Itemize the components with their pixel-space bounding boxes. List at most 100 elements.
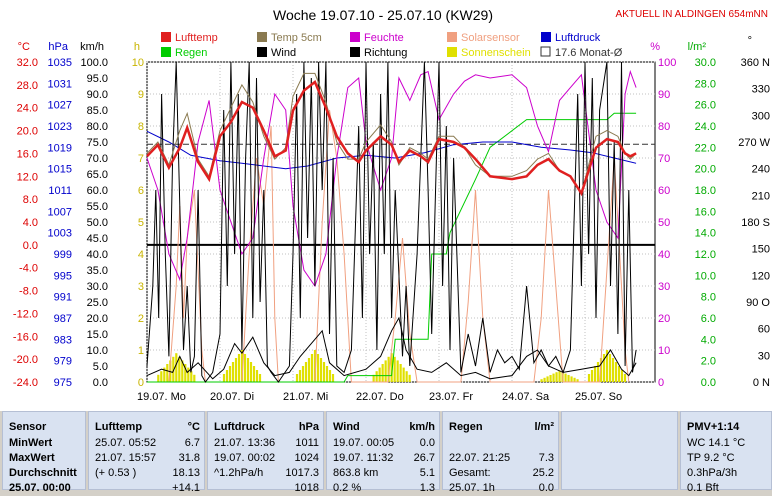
sunshine-bar bbox=[307, 358, 311, 382]
wind-tick: 75.0 bbox=[87, 137, 108, 149]
temp-tick: 8.0 bbox=[23, 194, 38, 206]
sunshine-bar bbox=[193, 374, 196, 382]
humidity-tick: 60 bbox=[658, 185, 670, 197]
luftdruck-avg: ^1.2hPa/h 1017.3 bbox=[214, 467, 319, 479]
blank-column bbox=[561, 411, 678, 490]
lufttemp-column: Lufttemp °C 25.07. 05:52 6.7 21.07. 15:57 3… bbox=[88, 411, 205, 494]
direction-tick: 120 bbox=[752, 270, 770, 282]
pressure-tick: 991 bbox=[54, 292, 72, 304]
wind-tick: 40.0 bbox=[87, 249, 108, 261]
sunshine-bar bbox=[181, 360, 184, 382]
wind-tick: 55.0 bbox=[87, 201, 108, 213]
sunshine-bar bbox=[396, 360, 399, 382]
sunshine-bar bbox=[558, 370, 561, 382]
sun-tick: 0 bbox=[138, 377, 144, 389]
sunshine-bar bbox=[331, 374, 335, 382]
series-direction bbox=[146, 61, 637, 383]
wind-tick: 90.0 bbox=[87, 89, 108, 101]
rain-tick: 24.0 bbox=[695, 121, 716, 133]
sunshine-bar bbox=[175, 353, 178, 382]
legend-label: Sonnenschein bbox=[461, 47, 531, 59]
humidity-tick: 30 bbox=[658, 281, 670, 293]
sunshine-bar bbox=[384, 360, 387, 382]
rain-tick: 14.0 bbox=[695, 228, 716, 240]
humidity-tick: 90 bbox=[658, 89, 670, 101]
sunshine-bar bbox=[228, 366, 232, 382]
sunshine-bar bbox=[543, 377, 546, 382]
chart-legend: Lufttemp Temp 5cm Feuchte Solarsensor Luftdr… bbox=[161, 32, 623, 59]
legend-swatch bbox=[257, 32, 267, 42]
rain-axis-header: l/m² bbox=[688, 41, 707, 53]
sunshine-bar bbox=[304, 362, 308, 382]
x-tick: 24.07. Sa bbox=[502, 391, 550, 403]
temp-tick: 24.0 bbox=[17, 103, 38, 115]
humidity-tick: 10 bbox=[658, 345, 670, 357]
direction-tick: 210 bbox=[752, 190, 770, 202]
regen-max: 22.07. 21:25 7.3 bbox=[449, 452, 554, 464]
sunshine-bar bbox=[576, 379, 579, 382]
legend-label: Wind bbox=[271, 47, 296, 59]
legend-label: Lufttemp bbox=[175, 32, 218, 44]
legend-label: Feuchte bbox=[364, 32, 404, 44]
sunshine-bar bbox=[222, 374, 226, 382]
luftdruck-min: 21.07. 13:36 1011 bbox=[214, 437, 319, 449]
sunshine-bar bbox=[295, 374, 299, 382]
rain-tick: 30.0 bbox=[695, 57, 716, 69]
legend-label: Regen bbox=[175, 47, 207, 59]
series-pressure bbox=[146, 130, 637, 170]
pmv-dewpoint: TP 9.2 °C bbox=[687, 452, 735, 464]
legend-swatch bbox=[161, 47, 171, 57]
luftdruck-current: 1018 bbox=[294, 482, 319, 494]
sunshine-bar bbox=[258, 374, 262, 382]
temp-tick: 28.0 bbox=[17, 80, 38, 92]
legend-swatch bbox=[350, 47, 360, 57]
sunshine-bar bbox=[378, 367, 381, 382]
temp-tick: -8.0 bbox=[19, 286, 38, 298]
sunshine-bar bbox=[243, 354, 247, 382]
temp-tick: 4.0 bbox=[23, 217, 38, 229]
sunshine-bar bbox=[408, 374, 411, 382]
sun-tick: 2 bbox=[138, 313, 144, 325]
lufttemp-current: +14.1 bbox=[172, 482, 200, 494]
humidity-tick: 80 bbox=[658, 121, 670, 133]
sun-tick: 9 bbox=[138, 89, 144, 101]
legend-label: Solarsensor bbox=[461, 32, 520, 44]
pmv-column: PMV+1:14 WC 14.1 °C TP 9.2 °C 0.3hPa/3h … bbox=[680, 411, 772, 494]
humidity-tick: 100 bbox=[658, 57, 676, 69]
wind-avg: 863.8 km 5.1 bbox=[333, 467, 435, 479]
sunshine-bar bbox=[237, 354, 241, 382]
rain-tick: 2.0 bbox=[701, 356, 716, 368]
sunshine-bar bbox=[246, 358, 250, 382]
luftdruck-max: 19.07. 00:02 1024 bbox=[214, 452, 319, 464]
sunshine-bar bbox=[322, 362, 326, 382]
weather-chart: 32.028.024.020.016.012.08.04.00.0-4.0-8.… bbox=[0, 0, 772, 411]
sunshine-bar bbox=[255, 370, 259, 382]
wind-axis-header: km/h bbox=[80, 41, 104, 53]
sunshine-bar bbox=[393, 356, 396, 382]
wind-tick: 60.0 bbox=[87, 185, 108, 197]
sunshine-bar bbox=[172, 356, 175, 382]
x-tick: 22.07. Do bbox=[356, 391, 404, 403]
sunshine-bar bbox=[184, 364, 187, 382]
x-tick: 23.07. Fr bbox=[429, 391, 473, 403]
rain-tick: 10.0 bbox=[695, 270, 716, 282]
sun-tick: 3 bbox=[138, 281, 144, 293]
pressure-tick: 1023 bbox=[48, 121, 72, 133]
pressure-tick: 979 bbox=[54, 356, 72, 368]
sunshine-bar bbox=[593, 366, 597, 382]
pmv-windchill: WC 14.1 °C bbox=[687, 437, 746, 449]
luftdruck-column: Luftdruck hPa 21.07. 13:36 1011 19.07. 00:… bbox=[207, 411, 324, 494]
sunshine-bar bbox=[252, 366, 256, 382]
legend-swatch bbox=[447, 32, 457, 42]
wind-min: 19.07. 00:05 0.0 bbox=[333, 437, 435, 449]
sunshine-bar bbox=[390, 353, 393, 382]
temp-tick: -24.0 bbox=[13, 377, 38, 389]
sunshine-bar bbox=[160, 371, 163, 382]
sunshine-bar bbox=[567, 375, 570, 382]
location-note: AKTUELL IN ALDINGEN 654mNN bbox=[616, 9, 768, 20]
pressure-tick: 1031 bbox=[48, 78, 72, 90]
chart-title: Woche 19.07.10 - 25.07.10 (KW29) bbox=[273, 7, 493, 23]
sunshine-bar bbox=[555, 372, 558, 382]
lufttemp-avg: (+ 0.53 ) 18.13 bbox=[95, 467, 200, 479]
x-tick: 20.07. Di bbox=[210, 391, 254, 403]
